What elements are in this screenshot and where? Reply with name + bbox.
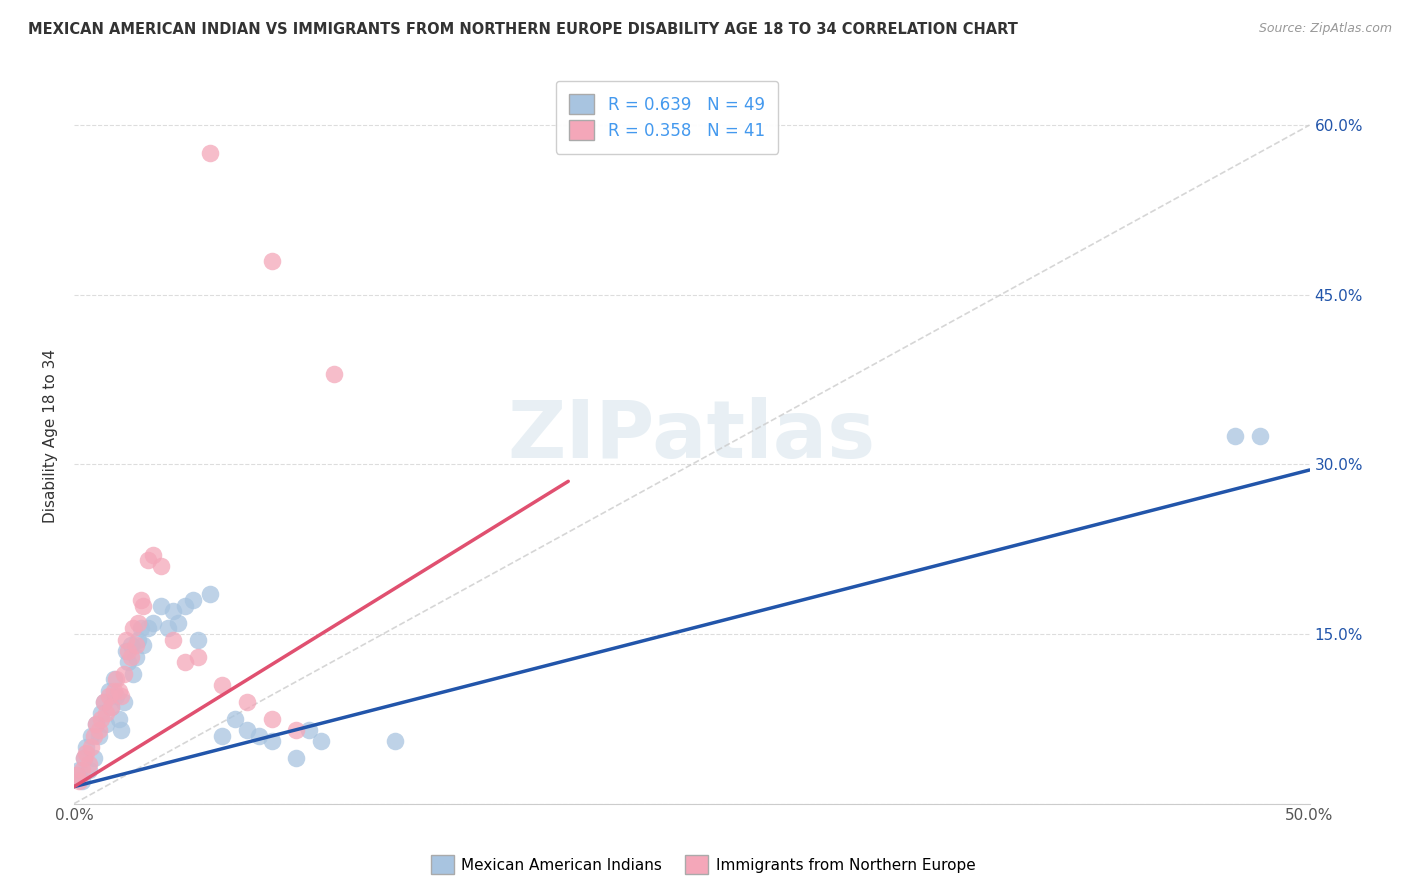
Point xyxy=(115,632,138,647)
Point xyxy=(132,599,155,613)
Point xyxy=(174,599,197,613)
Point xyxy=(73,751,96,765)
Point xyxy=(77,763,100,777)
Point xyxy=(260,712,283,726)
Point xyxy=(162,632,184,647)
Point xyxy=(285,723,308,738)
Point xyxy=(96,706,118,720)
Point xyxy=(96,717,118,731)
Point xyxy=(75,740,97,755)
Point xyxy=(236,723,259,738)
Point xyxy=(90,706,112,720)
Point xyxy=(107,683,129,698)
Point xyxy=(122,666,145,681)
Text: Source: ZipAtlas.com: Source: ZipAtlas.com xyxy=(1258,22,1392,36)
Point xyxy=(77,757,100,772)
Point xyxy=(322,367,344,381)
Point xyxy=(127,632,149,647)
Point xyxy=(67,774,90,789)
Point xyxy=(120,649,142,664)
Point xyxy=(181,593,204,607)
Point xyxy=(70,774,93,789)
Point xyxy=(117,655,139,669)
Point xyxy=(142,548,165,562)
Point xyxy=(105,689,128,703)
Point xyxy=(129,621,152,635)
Point xyxy=(149,559,172,574)
Text: ZIPatlas: ZIPatlas xyxy=(508,397,876,475)
Point xyxy=(1249,429,1271,443)
Point xyxy=(110,723,132,738)
Y-axis label: Disability Age 18 to 34: Disability Age 18 to 34 xyxy=(44,349,58,523)
Point xyxy=(120,638,142,652)
Point xyxy=(93,695,115,709)
Point xyxy=(198,146,221,161)
Point xyxy=(100,700,122,714)
Point xyxy=(298,723,321,738)
Point xyxy=(65,768,87,782)
Point xyxy=(110,689,132,703)
Point xyxy=(224,712,246,726)
Point xyxy=(132,638,155,652)
Point xyxy=(80,729,103,743)
Point xyxy=(167,615,190,630)
Point xyxy=(122,621,145,635)
Text: MEXICAN AMERICAN INDIAN VS IMMIGRANTS FROM NORTHERN EUROPE DISABILITY AGE 18 TO : MEXICAN AMERICAN INDIAN VS IMMIGRANTS FR… xyxy=(28,22,1018,37)
Point xyxy=(156,621,179,635)
Legend: Mexican American Indians, Immigrants from Northern Europe: Mexican American Indians, Immigrants fro… xyxy=(425,849,981,880)
Point xyxy=(127,615,149,630)
Point xyxy=(384,734,406,748)
Point xyxy=(260,253,283,268)
Point xyxy=(260,734,283,748)
Point xyxy=(115,644,138,658)
Point xyxy=(112,666,135,681)
Point xyxy=(125,649,148,664)
Point xyxy=(80,740,103,755)
Point xyxy=(97,689,120,703)
Point xyxy=(142,615,165,630)
Point xyxy=(129,593,152,607)
Point xyxy=(117,644,139,658)
Point xyxy=(1225,429,1247,443)
Point xyxy=(309,734,332,748)
Point xyxy=(83,729,105,743)
Point xyxy=(75,746,97,760)
Point xyxy=(87,723,110,738)
Legend: R = 0.639   N = 49, R = 0.358   N = 41: R = 0.639 N = 49, R = 0.358 N = 41 xyxy=(555,80,778,153)
Point xyxy=(105,672,128,686)
Point xyxy=(86,717,108,731)
Point xyxy=(103,683,125,698)
Point xyxy=(162,604,184,618)
Point xyxy=(100,700,122,714)
Point xyxy=(87,729,110,743)
Point xyxy=(149,599,172,613)
Point xyxy=(90,712,112,726)
Point xyxy=(136,553,159,567)
Point xyxy=(285,751,308,765)
Point xyxy=(86,717,108,731)
Point xyxy=(187,649,209,664)
Point xyxy=(125,638,148,652)
Point xyxy=(187,632,209,647)
Point xyxy=(103,672,125,686)
Point xyxy=(174,655,197,669)
Point xyxy=(93,695,115,709)
Point xyxy=(112,695,135,709)
Point xyxy=(107,712,129,726)
Point xyxy=(211,729,233,743)
Point xyxy=(65,768,87,782)
Point xyxy=(67,763,90,777)
Point xyxy=(236,695,259,709)
Point xyxy=(97,683,120,698)
Point xyxy=(136,621,159,635)
Point xyxy=(211,678,233,692)
Point xyxy=(198,587,221,601)
Point xyxy=(247,729,270,743)
Point xyxy=(70,763,93,777)
Point xyxy=(83,751,105,765)
Point xyxy=(73,751,96,765)
